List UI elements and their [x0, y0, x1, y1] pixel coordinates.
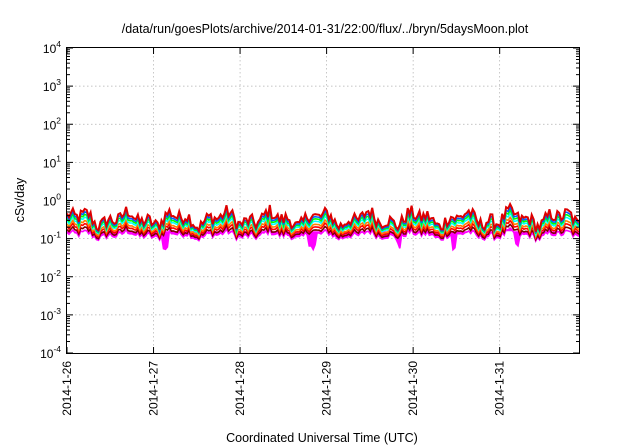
x-tick-label: 2014-1-31 [493, 361, 507, 416]
x-axis-label: Coordinated Universal Time (UTC) [226, 431, 418, 445]
y-tick-label: 104 [43, 39, 61, 56]
plot-frame [66, 47, 580, 354]
y-tick-label: 101 [43, 153, 61, 170]
y-tick-label: 103 [43, 77, 61, 94]
x-axis: 2014-1-26 2014-1-27 2014-1-28 2014-1-29 2014… [60, 48, 507, 416]
y-axis: 104 103 102 101 100 10-1 10-2 10-3 10-4 [40, 39, 579, 361]
y-axis-label: cSv/day [13, 177, 27, 222]
y-tick-label: 102 [43, 115, 61, 132]
x-tick-label: 2014-1-26 [60, 361, 74, 416]
x-tick-label: 2014-1-29 [320, 361, 334, 416]
series-line [66, 201, 580, 234]
y-tick-label: 10-4 [40, 344, 61, 361]
chart-title: /data/run/goesPlots/archive/2014-01-31/2… [122, 22, 529, 36]
x-tick-label: 2014-1-28 [233, 361, 247, 416]
series-group [66, 201, 580, 252]
y-tick-label: 10-2 [40, 268, 61, 285]
y-tick-label: 100 [43, 192, 61, 209]
x-tick-label: 2014-1-30 [406, 361, 420, 416]
grid [67, 48, 579, 353]
x-tick-label: 2014-1-27 [147, 361, 161, 416]
y-tick-label: 10-1 [40, 230, 61, 247]
y-tick-label: 10-3 [40, 306, 61, 323]
